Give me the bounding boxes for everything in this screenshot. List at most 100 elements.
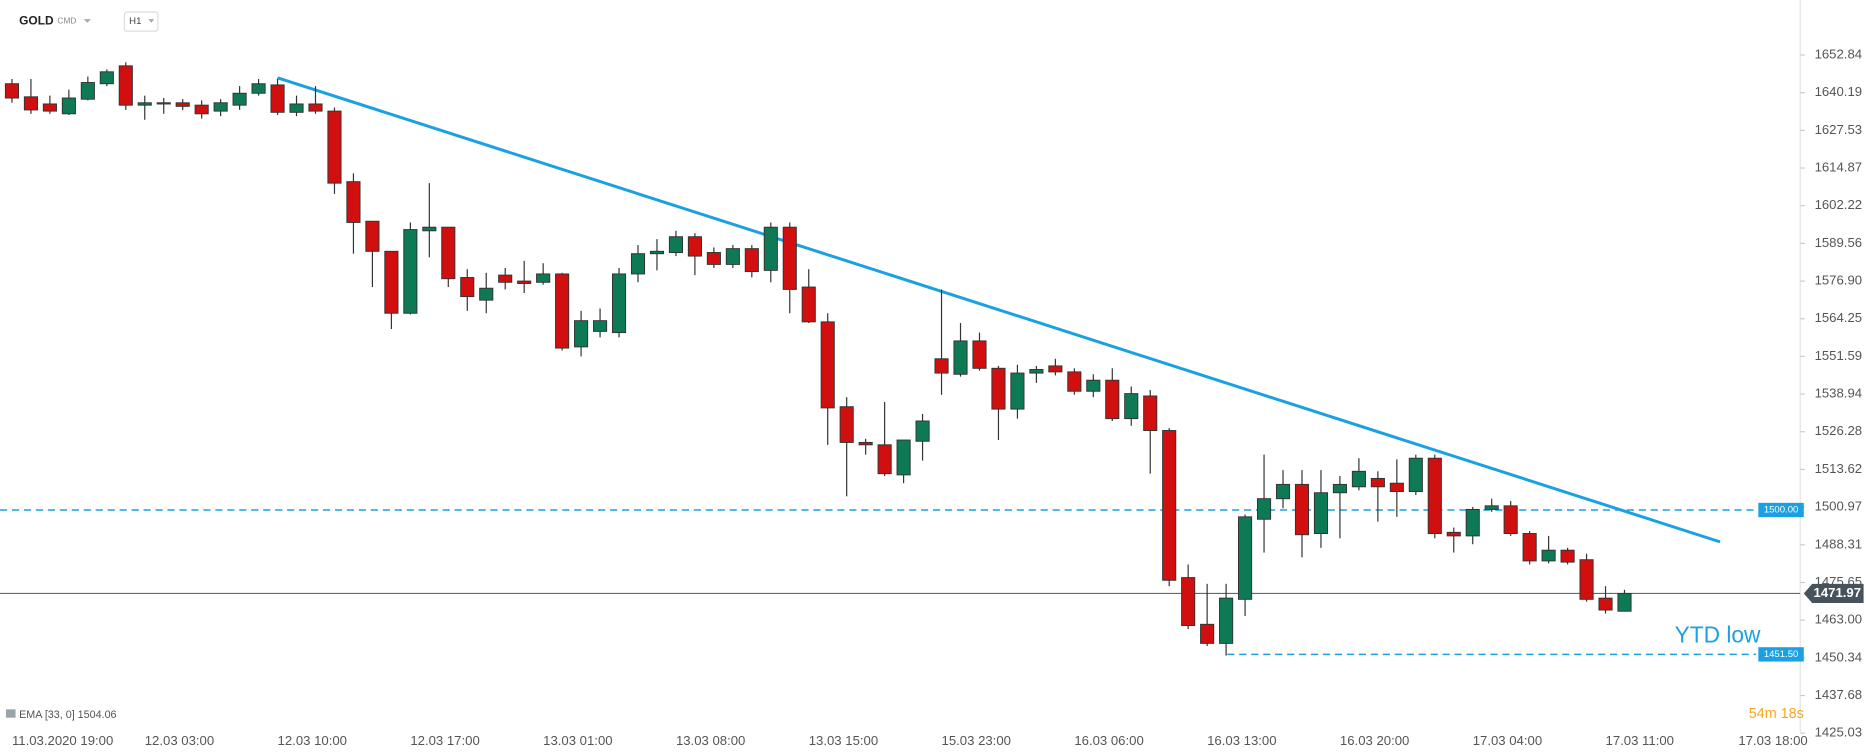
candle-body: [422, 226, 437, 232]
candle-body: [460, 277, 475, 298]
x-tick-label: 13.03 08:00: [676, 733, 745, 748]
x-tick-label: 17.03 04:00: [1473, 733, 1542, 748]
candle-body: [1503, 505, 1518, 535]
x-tick-label: 16.03 13:00: [1207, 733, 1276, 748]
current-price-tag: [1803, 583, 1864, 604]
current-price-label: 1471.97: [1814, 585, 1862, 600]
y-tick-label: 1450.34: [1815, 649, 1863, 664]
candle-body: [801, 286, 816, 323]
candle-body: [630, 253, 646, 275]
candle-body: [1351, 470, 1366, 488]
candle-body: [1143, 395, 1158, 432]
candle-body: [1484, 505, 1499, 510]
candle-body: [668, 236, 684, 253]
candle-body: [763, 226, 778, 271]
y-tick-label: 1576.90: [1815, 273, 1863, 288]
candle-body: [1238, 516, 1253, 600]
candle-body: [1427, 457, 1442, 535]
symbol: GOLD: [19, 14, 54, 28]
level-label: 1451.50: [1764, 649, 1799, 660]
y-tick-label: 1425.03: [1815, 725, 1863, 740]
candle-body: [441, 226, 456, 280]
candle-body: [1124, 393, 1139, 420]
candle-body: [991, 367, 1006, 410]
timeframe-button[interactable]: [123, 11, 159, 32]
candle-body: [308, 103, 323, 112]
candle-body: [555, 273, 570, 349]
x-tick-label: 12.03 03:00: [145, 733, 214, 748]
candle-body: [327, 110, 342, 184]
candle-body: [1010, 372, 1025, 410]
candle-body: [270, 84, 285, 113]
candle-body: [194, 104, 209, 115]
candle-body: [1465, 508, 1480, 537]
candle-body: [1105, 379, 1120, 420]
x-tick-label: 12.03 10:00: [278, 733, 347, 748]
candle-body: [156, 102, 171, 105]
x-tick-label: 17.03 11:00: [1606, 733, 1674, 748]
y-tick-label: 1551.59: [1815, 348, 1863, 363]
candle-body: [934, 358, 949, 374]
candle-body: [1598, 597, 1613, 611]
level-label: 1500.00: [1764, 505, 1799, 516]
x-tick-label: 13.03 01:00: [543, 733, 612, 748]
candle-body: [1579, 559, 1594, 600]
y-tick-label: 1652.84: [1815, 46, 1863, 61]
x-tick-label: 17.03 18:00: [1738, 733, 1807, 748]
x-tick-label: 13.03 15:00: [809, 733, 878, 748]
timeframe-arrow[interactable]: [148, 19, 155, 23]
x-tick-label: 16.03 06:00: [1074, 733, 1143, 748]
y-tick-label: 1513.62: [1815, 461, 1863, 476]
candle-body: [915, 420, 930, 442]
candle-body: [1029, 369, 1044, 374]
candle-body: [1522, 533, 1537, 562]
candle-body: [820, 321, 835, 409]
y-tick-label: 1627.53: [1815, 122, 1863, 137]
candle-body: [1256, 498, 1272, 520]
y-tick-label: 1602.22: [1815, 197, 1863, 212]
candle-body: [1617, 592, 1632, 612]
candle-body: [365, 220, 380, 252]
candle-body: [744, 248, 759, 273]
level-tag: [1758, 502, 1804, 518]
x-tick-label: 12.03 17:00: [410, 733, 479, 748]
y-tick-label: 1500.97: [1815, 499, 1863, 514]
candle-body: [687, 236, 702, 257]
candle-body: [1219, 597, 1234, 644]
candle-body: [1162, 430, 1177, 581]
candle-body: [384, 250, 399, 314]
candle-body: [498, 274, 513, 283]
timer: 54m 18s: [1749, 706, 1804, 722]
candle-body: [403, 229, 418, 314]
candle-body: [1200, 623, 1215, 644]
candle-body: [649, 250, 665, 255]
candle-body: [1275, 483, 1291, 500]
y-tick-label: 1488.31: [1815, 536, 1863, 551]
candle-body: [611, 273, 627, 334]
level-tag: [1758, 647, 1804, 662]
timeframe[interactable]: H1: [129, 16, 141, 27]
candle-body: [972, 340, 987, 369]
indicator-icon[interactable]: [5, 709, 16, 718]
x-tick-label: 16.03 20:00: [1340, 733, 1409, 748]
candle-body: [953, 340, 968, 375]
candle-body: [1067, 371, 1082, 392]
y-tick-label: 1538.94: [1815, 386, 1863, 401]
y-tick-label: 1614.87: [1815, 160, 1863, 175]
candle-body: [517, 280, 532, 284]
candle-body: [80, 82, 95, 100]
candle-body: [346, 181, 361, 223]
dropdown-arrow[interactable]: [83, 19, 91, 23]
candle-body: [1560, 549, 1575, 563]
candle-body: [4, 83, 20, 99]
y-tick-label: 1640.19: [1815, 84, 1863, 99]
candle-body: [99, 71, 114, 85]
candle-body: [23, 96, 38, 111]
candle-body: [1446, 531, 1461, 537]
candle-body: [1370, 477, 1385, 488]
candle-body: [1313, 492, 1329, 535]
candle-body: [858, 441, 873, 446]
